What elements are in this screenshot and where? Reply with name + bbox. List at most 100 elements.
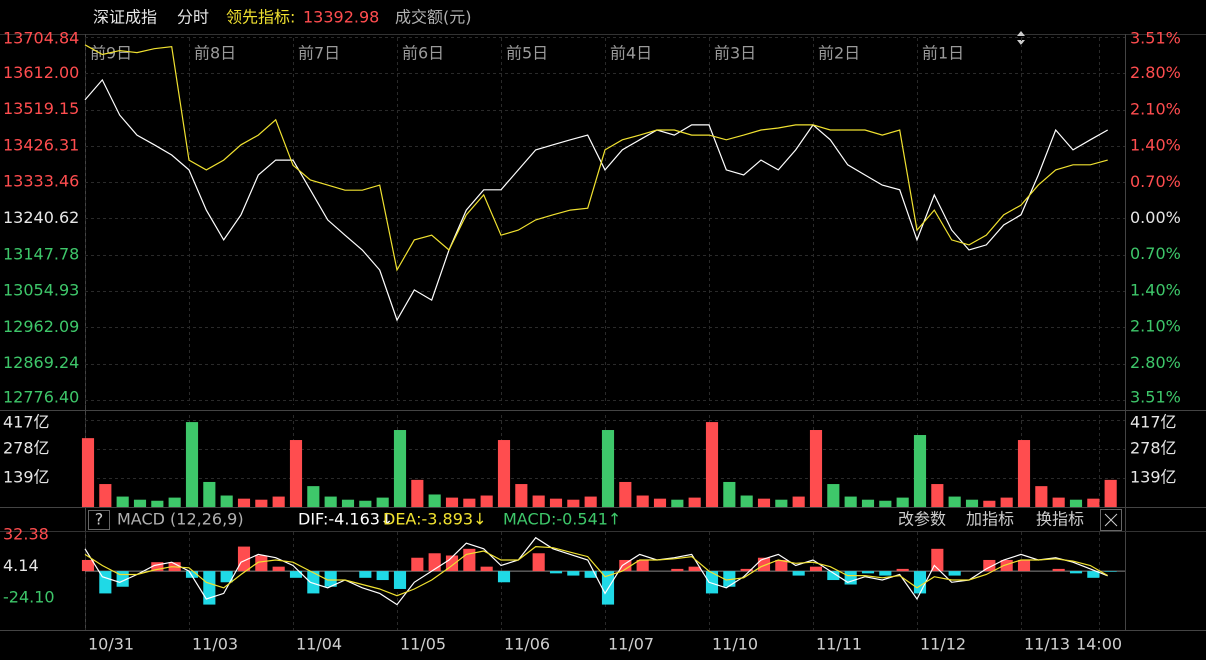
- volume-bar: [567, 499, 580, 507]
- help-button-box[interactable]: [88, 510, 110, 530]
- volume-bar: [653, 498, 667, 507]
- macd-bar: [255, 555, 268, 572]
- volume-bar: [463, 498, 476, 507]
- macd-bar: [203, 571, 216, 605]
- y2-tick-label: 2.80%: [1130, 353, 1181, 372]
- day-label: 前2日: [818, 44, 860, 63]
- volume-bar: [185, 422, 199, 507]
- volume-bar: [1017, 440, 1031, 507]
- volume-bar: [359, 500, 372, 507]
- y2-tick-label: 278亿: [1130, 439, 1177, 458]
- y2-tick-label: 2.80%: [1130, 63, 1181, 82]
- x-tick-label: 10/31: [88, 635, 134, 654]
- y2-tick-label: 0.00%: [1130, 208, 1181, 227]
- macd-bar: [948, 571, 961, 576]
- macd-bar: [705, 571, 719, 594]
- volume-bar: [1000, 497, 1013, 507]
- macd-bar: [428, 553, 441, 572]
- x-tick-label: 11/12: [920, 635, 966, 654]
- y-tick-label: 13333.46: [3, 172, 79, 191]
- volume-bar: [289, 440, 303, 507]
- volume-bar: [844, 496, 857, 507]
- macd-bar: [272, 566, 285, 572]
- y-tick-label: 12776.40: [3, 388, 79, 407]
- volume-label: 成交额(元): [395, 8, 472, 27]
- macd-bar: [497, 571, 511, 583]
- y2-tick-label: 3.51%: [1130, 29, 1181, 48]
- y-tick-label: 13426.31: [3, 135, 79, 154]
- y-tick-label: 32.38: [3, 525, 49, 544]
- volume-bar: [411, 479, 424, 507]
- macd-bar: [480, 566, 493, 572]
- volume-bar: [1035, 486, 1048, 507]
- volume-bar: [255, 499, 268, 507]
- y-tick-label: 13519.15: [3, 99, 79, 118]
- volume-bar: [1087, 498, 1100, 507]
- volume-bar: [861, 499, 875, 507]
- macd-bar: [619, 559, 632, 572]
- volume-bar: [1069, 499, 1083, 507]
- volume-bar: [584, 496, 597, 507]
- y2-tick-label: 0.70%: [1130, 244, 1181, 263]
- y-tick-label: 13240.62: [3, 208, 79, 227]
- expand-icon[interactable]: [1017, 31, 1025, 45]
- macd-bar: [1104, 571, 1117, 572]
- volume-bar: [757, 498, 771, 507]
- macd-bar: [740, 568, 753, 572]
- macd-bar: [307, 571, 320, 594]
- macd-bar: [775, 559, 788, 572]
- macd-bar: [861, 571, 875, 574]
- button[interactable]: 加指标: [966, 510, 1014, 529]
- x-tick-label: 11/05: [400, 635, 446, 654]
- day-label: 前1日: [922, 44, 964, 63]
- macd-line: [84, 545, 1108, 597]
- macd-bar: [324, 571, 337, 587]
- macd-bar: [671, 568, 684, 572]
- volume-bar: [324, 496, 337, 507]
- volume-bar: [688, 497, 701, 507]
- volume-bar: [220, 495, 233, 507]
- y-tick-label: 12962.09: [3, 317, 79, 336]
- volume-bar: [376, 497, 389, 507]
- macd-bar: [983, 559, 996, 572]
- macd-bar: [879, 571, 892, 576]
- button[interactable]: 换指标: [1036, 510, 1084, 529]
- volume-bar: [983, 500, 996, 507]
- legend-dea: DEA:-3.893↓: [383, 510, 486, 529]
- leading-value: 13392.98: [303, 8, 379, 27]
- y2-tick-label: 417亿: [1130, 413, 1177, 432]
- y2-tick-label: 2.10%: [1130, 317, 1181, 336]
- macd-line: [84, 536, 1108, 606]
- macd-bar: [81, 559, 95, 572]
- y-tick-label: 13612.00: [3, 63, 79, 82]
- volume-bar: [81, 438, 95, 507]
- macd-bar: [827, 571, 840, 581]
- y-tick-label: 13704.84: [3, 29, 79, 48]
- macd-bar: [1000, 559, 1013, 572]
- indicator-title: MACD (12,26,9): [117, 510, 244, 529]
- close-button[interactable]: [1100, 509, 1122, 531]
- button[interactable]: 改参数: [898, 510, 946, 529]
- volume-bar: [428, 494, 441, 507]
- macd-bar: [757, 557, 771, 572]
- day-label: 前8日: [194, 44, 236, 63]
- legend-macd: MACD:-0.541↑: [503, 510, 621, 529]
- price-line: [84, 44, 1108, 272]
- volume-bar: [480, 495, 493, 507]
- mode-tab[interactable]: 分时: [177, 8, 209, 27]
- volume-bar: [341, 499, 355, 507]
- volume-bar: [1052, 497, 1065, 507]
- volume-bar: [879, 500, 892, 507]
- close-icon[interactable]: [1104, 513, 1118, 527]
- volume-bar: [1104, 479, 1117, 507]
- volume-bar: [168, 497, 181, 507]
- close-box[interactable]: [1100, 509, 1122, 531]
- macd-bar: [792, 571, 805, 576]
- y2-tick-label: 1.40%: [1130, 136, 1181, 155]
- x-tick-label: 11/11: [816, 635, 862, 654]
- volume-bar: [619, 481, 632, 507]
- macd-bar: [237, 546, 251, 572]
- help-button[interactable]: ?: [95, 510, 104, 529]
